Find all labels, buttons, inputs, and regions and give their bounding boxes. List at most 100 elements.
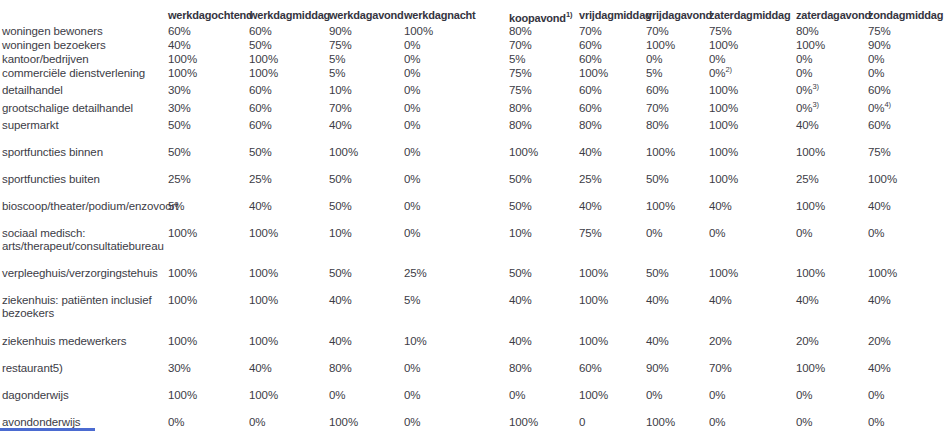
- cell-value: 100%: [243, 388, 323, 415]
- cell-value: 0%: [243, 415, 323, 429]
- cell-value: 0%: [162, 415, 243, 429]
- cell-value: 100%: [862, 266, 945, 293]
- cell-value: 60%: [162, 24, 243, 38]
- cell-value: 60%: [573, 101, 640, 118]
- cell-value: 80%: [503, 361, 573, 388]
- cell-value: 100%: [790, 361, 862, 388]
- cell-value: 0%: [398, 388, 503, 415]
- cell-value: 60%: [243, 118, 323, 145]
- cell-value: 10%: [503, 226, 573, 266]
- cell-value: 100%: [640, 415, 703, 429]
- cell-value: 0: [573, 415, 640, 429]
- cell-value: 75%: [503, 83, 573, 101]
- presence-table: werkdagochtendwerkdagmiddagwerkdagavondw…: [0, 2, 945, 429]
- table-row: supermarkt50%60%40%0%80%80%80%100%40%60%: [0, 118, 945, 145]
- cell-value: 40%: [703, 199, 790, 226]
- cell-value: 60%: [573, 38, 640, 52]
- footnote-marker: 3): [812, 82, 819, 91]
- table-row: avondonderwijs0%0%100%0%100%0100%0%0%0%: [0, 415, 945, 429]
- cell-value: 100%: [398, 24, 503, 38]
- cell-value: 40%: [640, 293, 703, 334]
- cell-value: 40%: [503, 334, 573, 361]
- cell-value: 80%: [573, 118, 640, 145]
- row-label: dagonderwijs: [0, 388, 162, 415]
- table-row: restaurant5)30%40%80%0%80%60%90%70%100%4…: [0, 361, 945, 388]
- cell-value: 100%: [703, 172, 790, 199]
- row-label: detailhandel: [0, 83, 162, 101]
- column-header: werkdagavond: [323, 2, 398, 24]
- cell-value: 100%: [162, 334, 243, 361]
- cell-value: 30%: [162, 83, 243, 101]
- cell-value: 60%: [573, 52, 640, 66]
- column-header: werkdagnacht: [398, 2, 503, 24]
- cell-value: 80%: [503, 101, 573, 118]
- table-row: sociaal medisch: arts/therapeut/consulta…: [0, 226, 945, 266]
- cell-value: 0%3): [790, 83, 862, 101]
- cell-value: 0%: [703, 415, 790, 429]
- cell-value: 50%: [243, 38, 323, 52]
- cell-value: 100%: [162, 66, 243, 83]
- cell-value: 90%: [640, 361, 703, 388]
- row-label: verpleeghuis/verzorgingstehuis: [0, 266, 162, 293]
- cell-value: 0%: [398, 66, 503, 83]
- cell-value: 0%: [398, 415, 503, 429]
- footnote-marker: 3): [812, 100, 819, 109]
- cell-value: 100%: [703, 266, 790, 293]
- row-label: supermarkt: [0, 118, 162, 145]
- cell-value: 50%: [640, 172, 703, 199]
- cell-value: 40%: [790, 293, 862, 334]
- table-row: woningen bezoekers40%50%75%0%70%60%100%1…: [0, 38, 945, 52]
- cell-value: 25%: [243, 172, 323, 199]
- cell-value: 70%: [503, 38, 573, 52]
- cell-value: 100%: [573, 334, 640, 361]
- cell-value: 60%: [243, 83, 323, 101]
- cell-value: 50%: [503, 266, 573, 293]
- cell-value: 40%: [862, 293, 945, 334]
- cell-value: 60%: [640, 83, 703, 101]
- table-row: dagonderwijs100%100%0%0%0%100%0%0%0%0%: [0, 388, 945, 415]
- cell-value: 70%: [323, 101, 398, 118]
- cell-value: 70%: [640, 24, 703, 38]
- cell-value: 5%: [640, 66, 703, 83]
- cell-value: 25%: [398, 266, 503, 293]
- cell-value: 50%: [323, 172, 398, 199]
- cell-value: 0%: [640, 388, 703, 415]
- cell-value: 50%: [162, 118, 243, 145]
- cell-value: 5%: [323, 66, 398, 83]
- cell-value: 0%: [862, 66, 945, 83]
- cell-value: 70%: [640, 101, 703, 118]
- cell-value: 0%: [703, 388, 790, 415]
- cell-value: 0%2): [703, 66, 790, 83]
- cell-value: 100%: [243, 226, 323, 266]
- cell-value: 50%: [503, 199, 573, 226]
- cell-value: 0%: [398, 118, 503, 145]
- footnote-marker: 2): [725, 65, 732, 74]
- cell-value: 0%: [323, 388, 398, 415]
- column-header: koopavond1): [503, 5, 573, 27]
- row-label: avondonderwijs: [0, 415, 162, 429]
- column-header: vrijdagavond: [640, 2, 703, 24]
- table-row: ziekenhuis: patiënten inclusief bezoeker…: [0, 293, 945, 334]
- cell-value: 100%: [243, 334, 323, 361]
- cell-value: 0%: [703, 52, 790, 66]
- cell-value: 90%: [862, 38, 945, 52]
- cell-value: 80%: [640, 118, 703, 145]
- cell-value: 100%: [573, 293, 640, 334]
- cell-value: 0%: [790, 388, 862, 415]
- cell-value: 40%: [862, 361, 945, 388]
- cell-value: 75%: [323, 38, 398, 52]
- cell-value: 60%: [862, 118, 945, 145]
- cell-value: 60%: [243, 101, 323, 118]
- cell-value: 0%: [398, 38, 503, 52]
- cell-value: 100%: [323, 145, 398, 172]
- cell-value: 100%: [243, 266, 323, 293]
- cell-value: 40%: [243, 199, 323, 226]
- cell-value: 75%: [503, 66, 573, 83]
- cell-value: 75%: [703, 24, 790, 38]
- cell-value: 60%: [573, 361, 640, 388]
- cell-value: 40%: [703, 293, 790, 334]
- cell-value: 50%: [323, 199, 398, 226]
- cell-value: 0%: [790, 66, 862, 83]
- cell-value: 100%: [640, 145, 703, 172]
- table-row: woningen bewoners60%60%90%100%80%70%70%7…: [0, 24, 945, 38]
